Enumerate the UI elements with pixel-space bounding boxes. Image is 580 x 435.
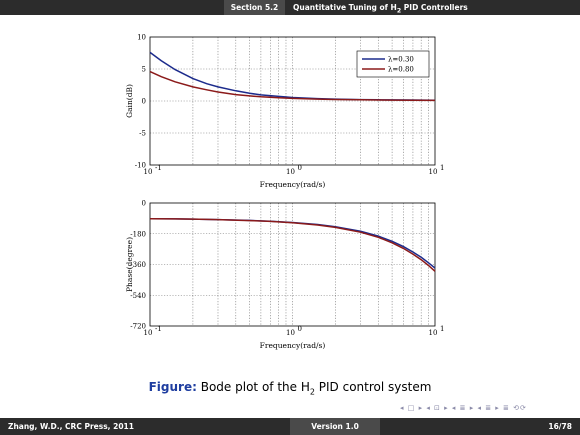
y-tick-label: -10 [135,162,146,170]
beamer-navigation-icons[interactable]: ◂ □ ▸ ◂ ⊡ ▸ ◂ ≣ ▸ ◂ ≣ ▸ ≣ ⟲⟳ [400,404,527,412]
caption-text-rest: PID control system [314,380,432,394]
header-title-rest: PID Controllers [401,3,468,12]
y-tick-label: 0 [142,98,146,106]
gain-plot: 10 5 0 -5 -10 10 -1 10 0 10 1 Frequency(rad/s) Gain(… [120,28,450,200]
header-title[interactable]: Quantitative Tuning of H2 PID Controller… [285,0,468,15]
x-tick-exponent: -1 [155,164,162,172]
footer-version: Version 1.0 [290,418,380,435]
y-tick-label: -180 [130,230,146,238]
x-tick-exponent: 0 [298,164,302,172]
y-tick-label: -5 [139,130,146,138]
x-tick-exponent: -1 [155,325,162,333]
legend-label-1: λ=0.30 [388,56,414,64]
x-tick-exponent: 0 [298,325,302,333]
caption-text: Bode plot of the H [196,380,310,394]
x-tick-exponent: 1 [440,325,444,333]
x-tick-exponent: 1 [440,164,444,172]
y-axis-label: Gain(dB) [125,84,134,118]
y-tick-label: -540 [130,292,146,300]
x-tick-label: 10 [144,329,153,337]
footer-bar: Zhang, W.D., CRC Press, 2011 Version 1.0… [0,418,580,435]
y-tick-label: 0 [142,200,146,208]
legend-box [356,50,430,78]
plot-frame [149,36,436,166]
y-tick-label: -360 [130,261,146,269]
x-tick-label: 10 [144,168,153,176]
x-axis-label: Frequency(rad/s) [260,341,326,350]
plot-frame [149,202,436,327]
caption-subscript: 2 [309,387,315,397]
figure-caption: Figure: Bode plot of the H2 PID control … [0,380,580,396]
x-tick-label: 10 [286,329,295,337]
y-axis-label: Phase(degree) [125,237,134,292]
figure-label: Figure: [148,380,197,394]
x-tick-label: 10 [286,168,295,176]
header-bar: Section 5.2 Quantitative Tuning of H2 PI… [0,0,580,15]
footer-author: Zhang, W.D., CRC Press, 2011 [8,422,134,431]
header-title-subscript: 2 [396,7,402,15]
x-tick-label: 10 [429,168,438,176]
section-label[interactable]: Section 5.2 [224,0,285,15]
x-axis-label: Frequency(rad/s) [260,180,326,189]
series-line-2 [149,217,436,272]
legend-label-2: λ=0.80 [388,66,414,74]
phase-plot: 0 -180 -360 -540 -720 10 -1 10 0 10 1 Frequency(rad… [120,196,450,364]
footer-page-number: 16/78 [548,422,572,431]
y-tick-label: 5 [142,66,146,74]
y-tick-label: 10 [137,34,146,42]
y-tick-label: -720 [130,323,146,331]
series-line-2 [149,70,436,102]
x-tick-label: 10 [429,329,438,337]
header-title-main: Quantitative Tuning of H [293,3,397,12]
